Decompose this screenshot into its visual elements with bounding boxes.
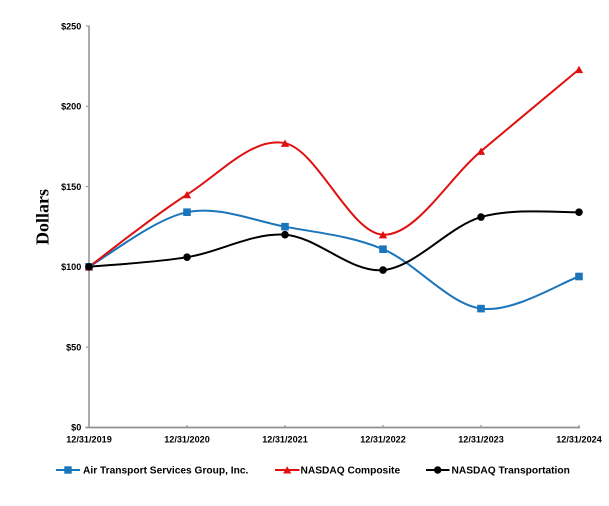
- svg-text:12/31/2023: 12/31/2023: [458, 435, 504, 445]
- svg-text:NASDAQ Transportation: NASDAQ Transportation: [452, 465, 570, 476]
- svg-text:12/31/2021: 12/31/2021: [262, 435, 308, 445]
- svg-text:Dollars: Dollars: [33, 189, 53, 245]
- svg-text:$250: $250: [61, 21, 81, 31]
- svg-text:NASDAQ Composite: NASDAQ Composite: [301, 465, 401, 476]
- svg-text:$100: $100: [61, 262, 81, 272]
- svg-text:Air Transport Services Group,: Air Transport Services Group, Inc.: [83, 465, 248, 476]
- svg-text:$0: $0: [71, 423, 81, 433]
- svg-text:$50: $50: [66, 342, 81, 352]
- svg-text:$200: $200: [61, 102, 81, 112]
- svg-text:12/31/2020: 12/31/2020: [164, 435, 210, 445]
- svg-text:$150: $150: [61, 182, 81, 192]
- svg-text:12/31/2024: 12/31/2024: [556, 435, 602, 445]
- svg-text:12/31/2019: 12/31/2019: [66, 435, 112, 445]
- svg-text:12/31/2022: 12/31/2022: [360, 435, 406, 445]
